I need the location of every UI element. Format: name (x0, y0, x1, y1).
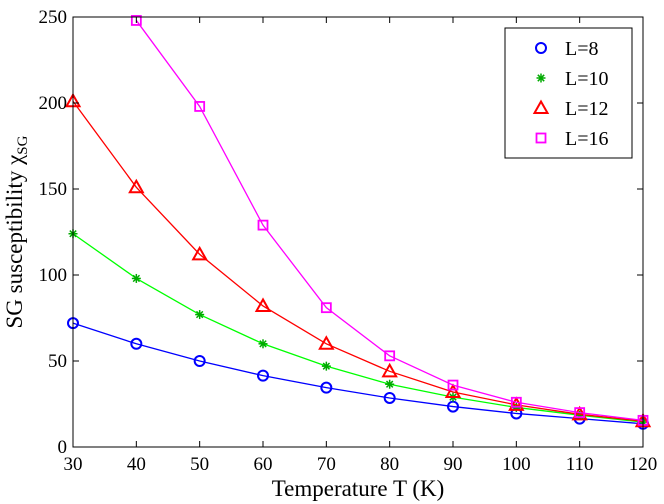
data-point (318, 335, 335, 350)
y-tick-label: 250 (39, 7, 68, 28)
data-point (574, 407, 586, 419)
data-point (130, 337, 143, 350)
data-point (320, 302, 332, 314)
series-L=10 (68, 229, 648, 427)
x-axis-label: Temperature T (K) (272, 476, 445, 501)
data-point (508, 396, 525, 411)
legend-box (504, 27, 633, 159)
y-axis-label-group: SG susceptibility χSG (2, 135, 31, 328)
x-tick-labels: 30 40 50 60 70 80 90 100 110 120 (64, 454, 658, 475)
data-point (384, 350, 396, 362)
y-tick-label: 0 (58, 437, 68, 458)
data-point (128, 178, 145, 194)
y-tick-label: 50 (48, 351, 67, 372)
data-point (383, 391, 396, 404)
x-tick-label: 110 (566, 454, 594, 475)
y-tick-label: 100 (39, 265, 68, 286)
y-axis-label-subscript: SG (15, 135, 31, 154)
x-tick-label: 60 (254, 454, 273, 475)
series-line (72, 322, 644, 425)
y-tick-label: 200 (39, 93, 68, 114)
legend-label: L=16 (565, 128, 609, 150)
x-tick-label: 120 (629, 454, 658, 475)
legend-label: L=12 (565, 98, 609, 120)
data-point (444, 383, 462, 398)
legend-item: L=8 (535, 38, 599, 60)
data-point (381, 362, 398, 378)
data-point (385, 379, 395, 389)
legend-marker (535, 42, 547, 54)
legend-marker (532, 99, 550, 114)
x-tick-label: 70 (317, 454, 336, 475)
legend-label: L=10 (565, 68, 609, 90)
x-tick-label: 30 (64, 454, 83, 475)
data-point (254, 297, 272, 312)
series-line (72, 233, 644, 423)
data-point (320, 381, 333, 394)
data-point (257, 369, 269, 382)
data-point (321, 361, 331, 371)
x-tick-label: 100 (502, 454, 531, 475)
x-tick-label: 80 (380, 454, 399, 475)
data-point (191, 245, 208, 261)
data-point (447, 379, 459, 391)
y-axis-label-main: SG susceptibility χ (2, 154, 27, 329)
legend-item: L=12 (532, 98, 609, 120)
series-line (135, 20, 644, 421)
x-tick-label: 90 (444, 454, 463, 475)
x-tick-label: 50 (190, 454, 209, 475)
data-point (193, 355, 206, 367)
data-point (194, 101, 206, 112)
y-tick-label: 150 (39, 179, 68, 200)
x-tick-label: 40 (127, 454, 146, 475)
legend: L=8 L=10 L=12 L=16 (504, 27, 633, 159)
data-point (131, 273, 141, 283)
series-L=12 (64, 92, 652, 428)
data-point (257, 219, 269, 231)
legend-label: L=8 (565, 38, 599, 60)
axis-ticks (72, 16, 644, 448)
plot-content (64, 15, 652, 430)
y-axis-label: SG susceptibility χSG (2, 135, 31, 328)
data-point (195, 310, 205, 320)
legend-marker (535, 132, 547, 144)
legend-marker (536, 73, 546, 83)
y-tick-labels: 0 50 100 150 200 250 (39, 7, 68, 458)
legend-item: L=10 (536, 68, 609, 90)
data-point (510, 396, 522, 408)
legend-item: L=16 (535, 128, 609, 150)
data-point (258, 339, 268, 349)
data-point (130, 15, 142, 26)
plot-frame (72, 16, 644, 448)
series-line (72, 100, 644, 422)
